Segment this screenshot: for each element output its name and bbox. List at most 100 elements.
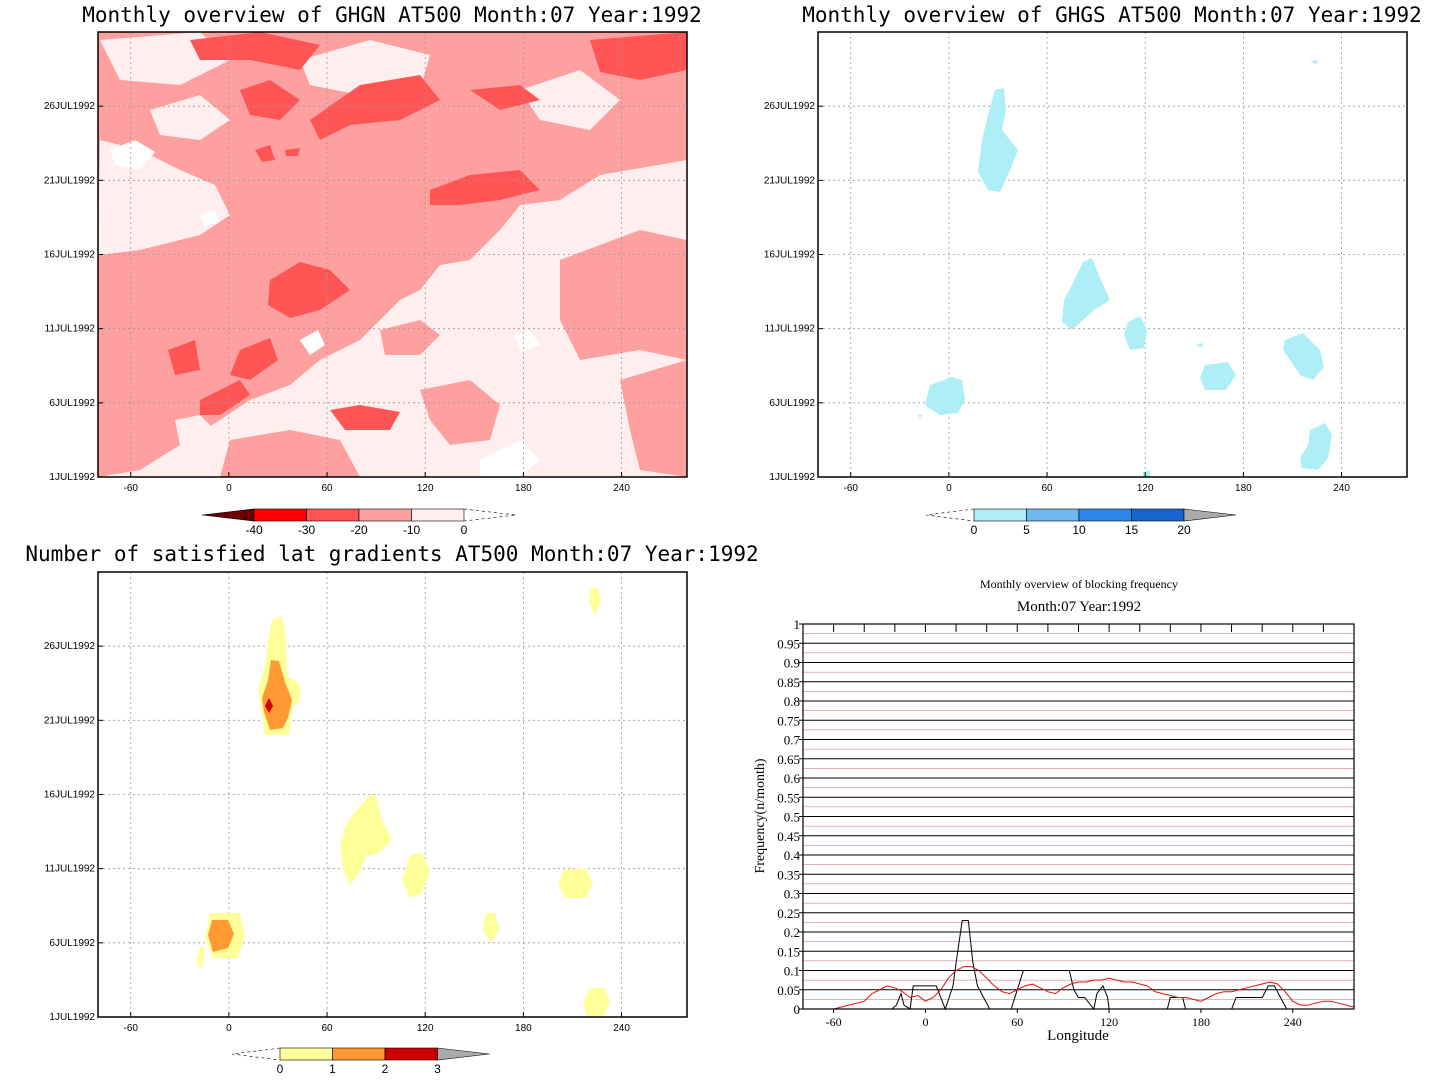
colorbar-label: -30: [298, 523, 316, 537]
colorbar-segment: [332, 1047, 386, 1061]
colorbar-label: 0: [971, 523, 978, 537]
ghgs-x-tick-label: 180: [1235, 483, 1252, 494]
blocking-x-tick-label: 240: [1284, 1015, 1302, 1029]
blocking-series-red-line: [803, 966, 1355, 1010]
ghgs-x-tick-label: 240: [1333, 483, 1350, 494]
colorbar-segment: [411, 508, 465, 522]
ghgn-y-tick-label: 1JUL1992: [49, 472, 95, 483]
ghgn-x-tick-label: 60: [321, 483, 333, 494]
blocking-y-tick-label: 0.4: [784, 848, 801, 863]
blocking-y-tick-label: 0.65: [777, 752, 800, 767]
colorbar-label: 5: [1023, 523, 1030, 537]
colorbar-segment: [384, 1047, 438, 1061]
blocking-y-tick-label: 0.25: [777, 906, 800, 921]
latgrad-x-axis: -60 0 60 120 180 240: [123, 1012, 630, 1034]
latgrad-x-tick-label: 240: [613, 1023, 630, 1034]
colorbar-label: -10: [403, 523, 421, 537]
ghgn-contour-fill-white: [200, 210, 540, 355]
blocking-y-tick-label: 0.85: [777, 675, 800, 690]
colorbar-label: 20: [1177, 523, 1191, 537]
ghgs-title: Monthly overview of GHGS AT500 Month:07 …: [802, 3, 1422, 27]
blocking-y-tick-label: 0.35: [777, 867, 800, 882]
blocking-y-tick-label: 0.7: [784, 733, 801, 748]
panel-blocking-frequency: Monthly overview of blocking frequency M…: [753, 577, 1355, 1044]
ghgs-x-axis: -60 0 60 120 180 240: [843, 472, 1350, 494]
blocking-y-tick-label: 0.3: [784, 887, 800, 902]
colorbar-label: -20: [350, 523, 368, 537]
ghgn-x-tick-label: 180: [515, 483, 532, 494]
blocking-series: [803, 920, 1355, 1011]
colorbar-label: 0: [277, 1062, 284, 1076]
ghgn-x-tick-label: 240: [613, 483, 630, 494]
blocking-y-tick-label: 0.5: [784, 810, 800, 825]
colorbar-segment: [306, 508, 360, 522]
ghgn-contour-fill-medium: [168, 32, 687, 430]
latgrad-colorbar: 0 1 2 3: [231, 1047, 490, 1076]
ghgs-y-tick-label: 26JUL1992: [764, 101, 816, 112]
colorbar-segment: [358, 508, 412, 522]
ghgs-y-axis: 1JUL1992 6JUL1992 11JUL1992 16JUL1992 21JUL1…: [764, 101, 823, 483]
ghgn-x-axis: -60 0 60 120 180 240: [123, 472, 630, 494]
ghgn-x-tick-label: -60: [123, 483, 138, 494]
ghgn-y-tick-label: 11JUL1992: [45, 324, 96, 335]
blocking-y-tick-label: 0.9: [784, 656, 800, 671]
blocking-ylabel: Frequency(n/month): [753, 758, 768, 873]
colorbar-end-arrow: [201, 508, 255, 522]
ghgs-y-tick-label: 16JUL1992: [764, 250, 816, 261]
blocking-y-tick-label: 0: [794, 1002, 801, 1017]
colorbar-segment: [253, 508, 307, 522]
blocking-y-tick-label: 0.45: [777, 829, 800, 844]
ghgs-y-tick-label: 6JUL1992: [769, 398, 815, 409]
latgrad-y-tick-label: 26JUL1992: [44, 641, 96, 652]
ghgn-y-axis: 1JUL1992 6JUL1992 11JUL1992 16JUL1992 21JUL1…: [44, 101, 103, 483]
blocking-y-tick-label: 0.95: [777, 636, 800, 651]
ghgs-contour-fill: [918, 60, 1332, 477]
ghgs-x-tick-label: 0: [946, 483, 952, 494]
blocking-subtitle: Month:07 Year:1992: [1017, 599, 1141, 615]
blocking-x-tick-label: 180: [1192, 1015, 1210, 1029]
panel-lat-gradients: Number of satisfied lat gradients AT500 …: [25, 542, 758, 1076]
panel-ghgn: Monthly overview of GHGN AT500 Month:07 …: [44, 3, 702, 537]
blocking-y-tick-label: 0.2: [784, 925, 800, 940]
blocking-grid: [803, 623, 1354, 1010]
colorbar-label: -40: [245, 523, 263, 537]
ghgn-y-tick-label: 16JUL1992: [44, 250, 96, 261]
blocking-x-tick-label: 60: [1011, 1015, 1023, 1029]
latgrad-y-tick-label: 6JUL1992: [49, 938, 95, 949]
latgrad-y-tick-label: 16JUL1992: [44, 790, 96, 801]
ghgn-y-tick-label: 26JUL1992: [44, 101, 96, 112]
colorbar-label: 15: [1125, 523, 1139, 537]
latgrad-x-tick-label: 120: [417, 1023, 434, 1034]
ghgs-colorbar: 0 5 10 15 20: [925, 508, 1237, 537]
colorbar-segment: [1026, 508, 1080, 522]
blocking-x-axis: -60 0 60 120 180 240: [826, 624, 1324, 1029]
latgrad-contour-fill-2: [208, 660, 292, 952]
colorbar-open-end: [463, 508, 517, 522]
blocking-xlabel: Longitude: [1047, 1028, 1109, 1044]
ghgs-y-tick-label: 21JUL1992: [764, 175, 816, 186]
blocking-y-axis: 0 0.05 0.1 0.15 0.2 0.25 0.3 0.35 0.4 0.45 0.5 0.55…: [777, 617, 803, 1017]
latgrad-x-tick-label: 0: [226, 1023, 232, 1034]
colorbar-label: 1: [329, 1062, 336, 1076]
ghgn-y-tick-label: 6JUL1992: [49, 398, 95, 409]
blocking-series-black-line: [891, 920, 1288, 1011]
blocking-y-tick-label: 0.75: [777, 713, 800, 728]
ghgs-x-tick-label: 120: [1137, 483, 1154, 494]
colorbar-open-end: [231, 1047, 281, 1061]
colorbar-label: 3: [434, 1062, 441, 1076]
latgrad-title: Number of satisfied lat gradients AT500 …: [25, 542, 758, 566]
latgrad-y-tick-label: 21JUL1992: [44, 715, 96, 726]
ghgn-grid: [98, 32, 687, 477]
blocking-x-tick-label: 0: [922, 1015, 928, 1029]
colorbar-segment: [1078, 508, 1132, 522]
colorbar-label: 0: [461, 523, 468, 537]
colorbar-label: 10: [1072, 523, 1086, 537]
colorbar-end-arrow: [1183, 508, 1237, 522]
ghgs-y-tick-label: 1JUL1992: [769, 472, 815, 483]
colorbar-segment: [279, 1047, 333, 1061]
panel-ghgs: Monthly overview of GHGS AT500 Month:07 …: [764, 3, 1422, 537]
ghgn-x-tick-label: 0: [226, 483, 232, 494]
ghgn-title: Monthly overview of GHGN AT500 Month:07 …: [82, 3, 702, 27]
blocking-y-tick-label: 0.05: [777, 983, 800, 998]
